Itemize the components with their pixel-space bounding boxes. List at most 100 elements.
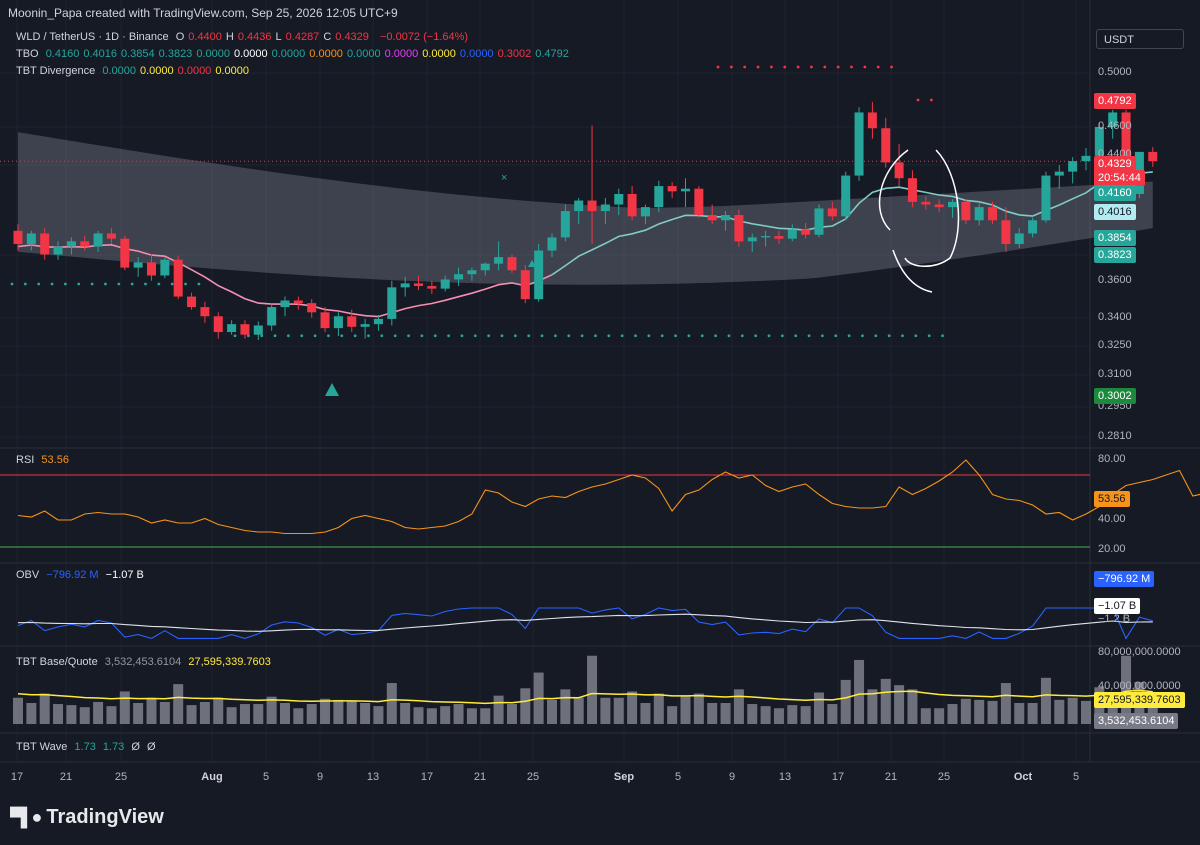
early-support-dots [157,282,161,286]
candle-body [747,237,757,242]
volume-bar [466,708,477,724]
volume-bar [386,683,397,724]
candle-body [681,188,690,192]
symbol-name: WLD / TetherUS · 1D · Binance [16,31,169,43]
wave-value-3: Ø [131,741,140,753]
volume-bar [1000,683,1011,724]
support-dots [874,334,878,338]
candle-body [1001,220,1011,244]
candle-body [320,312,330,329]
rsi-tick: 40.00 [1098,513,1126,525]
volume-bar [173,684,184,724]
volume-bar [453,704,464,724]
obv-signal-line [17,613,1153,632]
wave-value-2: 1.73 [102,741,125,753]
volume-bar [266,696,277,724]
volume-bar [119,691,130,724]
support-dots [433,334,437,338]
volume-bar [720,703,731,724]
support-dots [554,334,557,338]
divergence-values: 0.0000 0.0000 0.0000 0.0000 [102,65,253,77]
candle-body [280,300,290,308]
volume-bar [894,685,905,724]
price-label: 0.4160 [1094,185,1136,201]
candle-body [147,262,156,276]
candle-body [307,303,317,313]
rsi-value: 53.56 [41,454,69,466]
time-tick: 5 [674,771,682,783]
obv-legend: OBV −796.92 M −1.07 B [16,569,148,581]
support-dots [647,334,651,338]
ohlc-value: 0.4329 [335,31,369,43]
volume-bar [253,704,264,724]
volume-bar [199,701,210,724]
support-dots [754,334,758,338]
price-tick: 0.4600 [1098,120,1132,132]
candle-body [907,178,917,202]
price-label: 0.3854 [1094,230,1136,246]
volume-bar [133,703,144,724]
candle-body [253,325,263,335]
early-support-dots [90,282,94,286]
candle-body [667,186,677,192]
tradingview-logo[interactable]: ▀▌● TradingView [10,806,164,829]
support-dots [367,334,370,338]
time-tick: 17 [420,771,434,783]
tbo-value: 0.4160 [45,48,80,60]
volume-ma-label: 27,595,339.7603 [1094,692,1185,708]
candle-body [587,200,597,212]
symbol-legend: WLD / TetherUS · 1D · Binance O 0.4400 H 0.… [16,31,472,43]
tbo-value: 0.0000 [422,48,456,60]
candle-body [267,307,277,326]
candle-body [520,270,530,300]
volume-legend: TBT Base/Quote 3,532,453.6104 27,595,339… [16,656,275,668]
support-dots [246,334,250,338]
candle-body [734,215,744,242]
divergence-name: TBT Divergence [16,65,96,77]
divergence-legend: TBT Divergence 0.0000 0.0000 0.0000 0.0000 [16,65,257,77]
candle-body [347,316,357,327]
volume-bar [226,707,237,724]
volume-bar [613,697,624,724]
resistance-dots-1 [756,65,760,69]
resistance-dots-1 [729,65,733,69]
volume-bar [360,703,371,724]
volume-bar [587,655,598,724]
resistance-dots-2 [916,98,920,102]
volume-bar [640,703,651,724]
price-label: 0.4792 [1094,93,1136,109]
price-label: 0.4329 [1094,156,1136,172]
candle-body [160,259,170,276]
volume-bar [627,691,638,724]
volume-bar [53,704,64,724]
candle-body [574,200,584,212]
time-tick: 25 [114,771,128,783]
support-dots [620,334,624,338]
candle-body [707,215,717,221]
chart-header: Moonin_Papa created with TradingView.com… [8,6,398,20]
resistance-dots-1 [823,65,827,69]
time-tick: 9 [316,771,324,783]
candle-body [974,207,984,221]
volume-bar [1121,655,1132,724]
candle-body [547,237,557,251]
volume-bar [560,689,571,724]
candle-body [1121,112,1131,194]
tbo-value: 0.3823 [158,48,193,60]
buy-signal-small [528,260,536,267]
candle-body [1054,171,1064,176]
price-label: 0.3002 [1094,388,1136,404]
obv-line [17,607,1153,640]
tbo-value: 0.0000 [309,48,343,60]
volume-bar [773,708,784,724]
divergence-value: 0.0000 [215,65,249,77]
volume-bar [854,659,865,724]
ohlc-value: 0.4287 [285,31,320,43]
currency-selector[interactable]: USDT [1096,29,1184,49]
volume-bar [653,693,664,724]
obv-tick: −1.2 B [1098,613,1131,625]
volume-value-1: 3,532,453.6104 [104,656,182,668]
volume-bar [573,697,584,724]
support-dots [847,334,851,338]
